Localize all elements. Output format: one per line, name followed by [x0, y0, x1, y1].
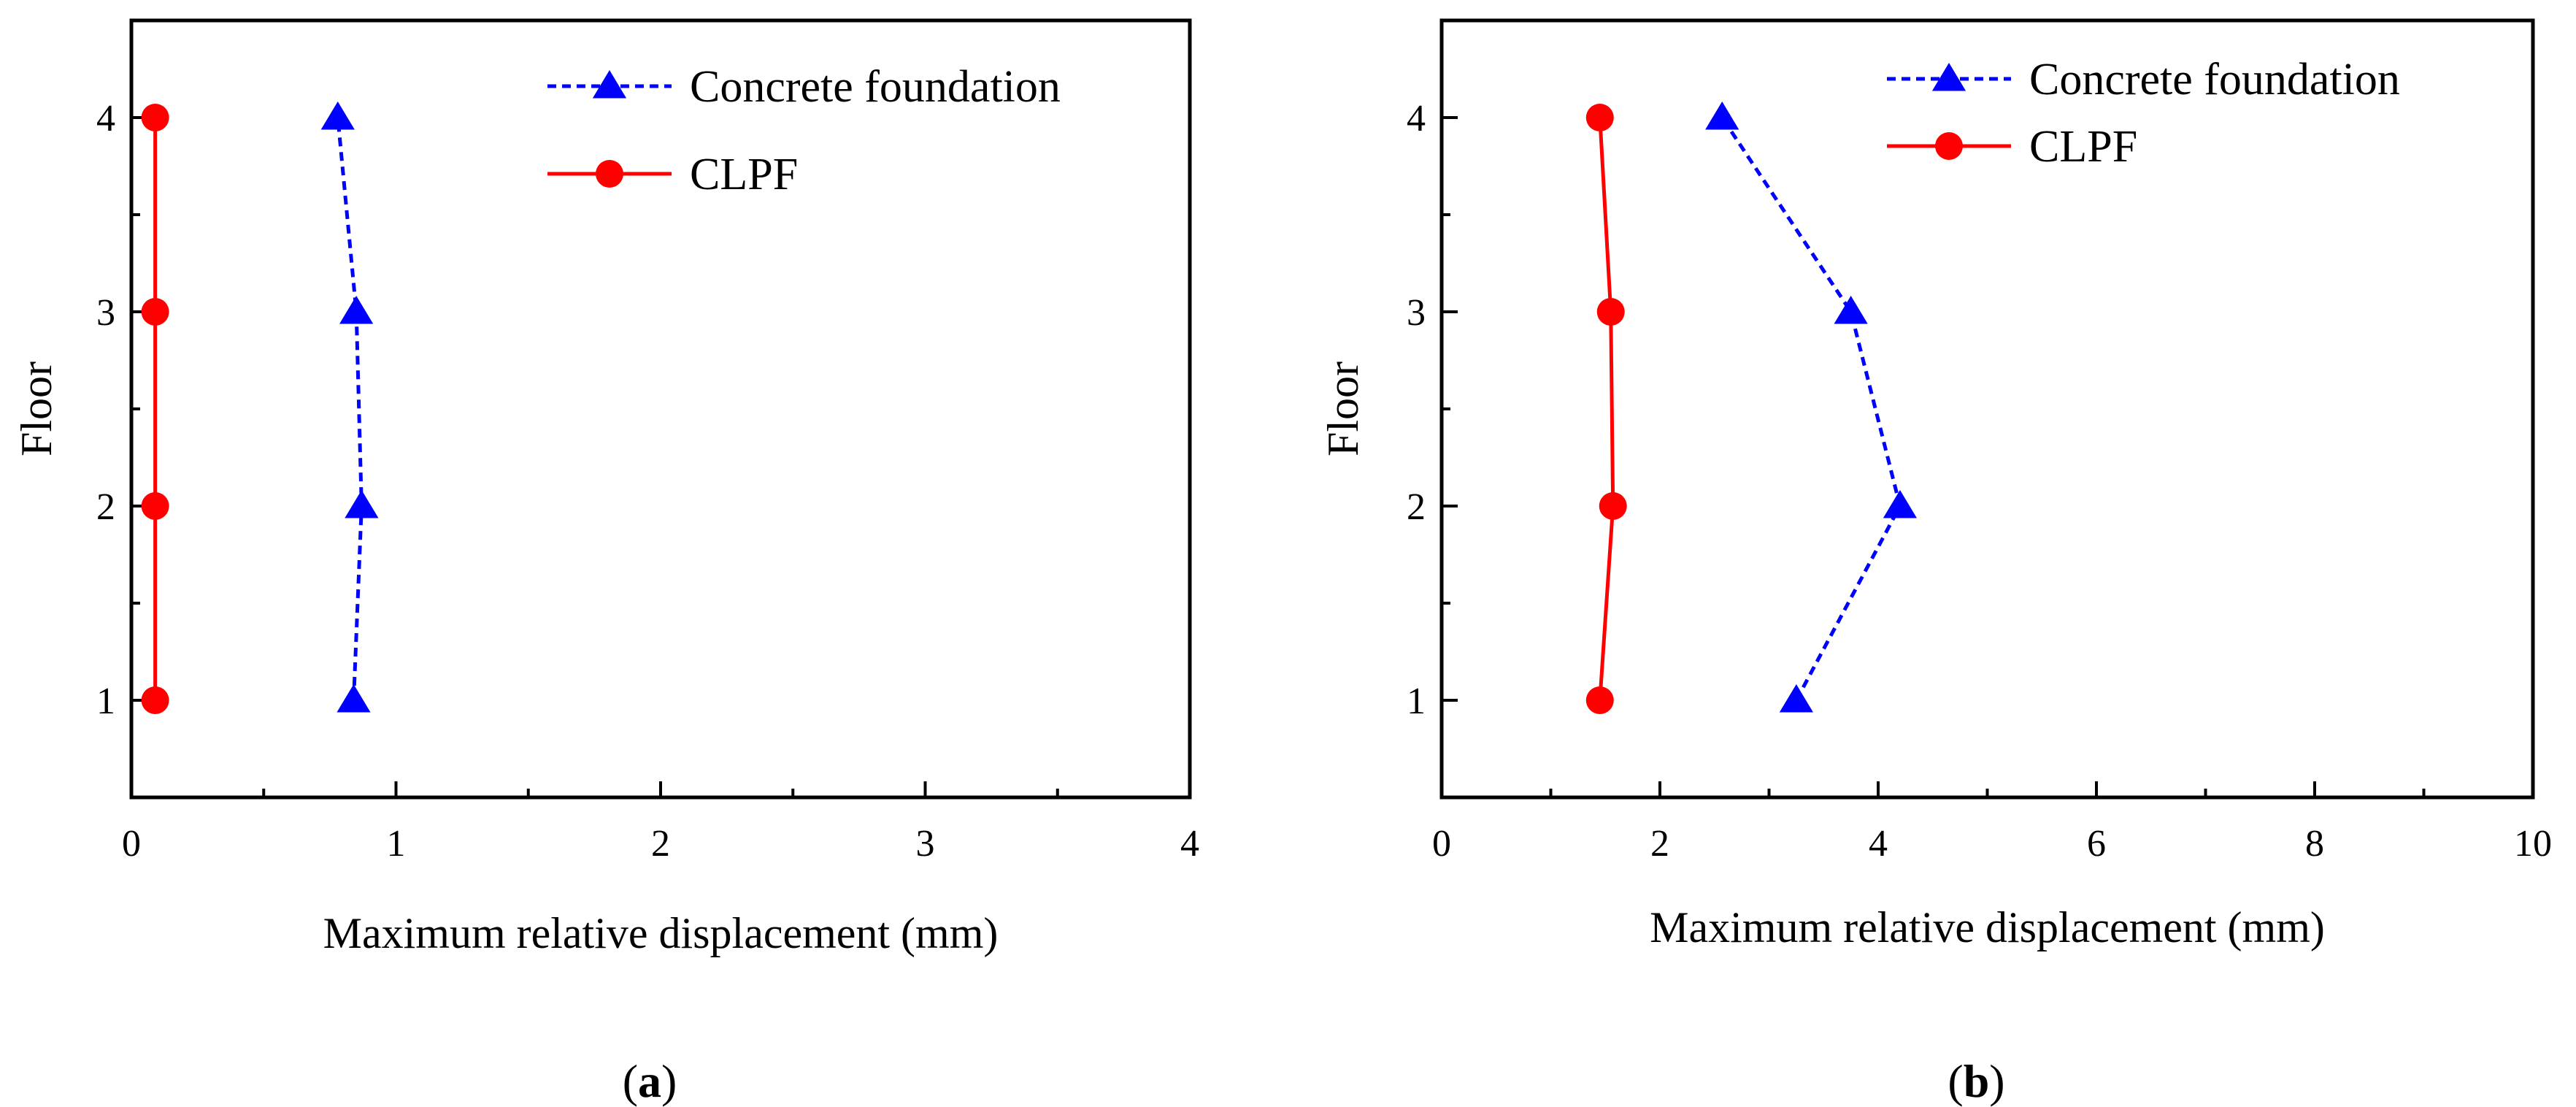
x-tick-label: 4 [1869, 823, 1888, 865]
x-tick-label: 0 [1432, 823, 1451, 865]
legend: Concrete foundation CLPF [547, 62, 1061, 199]
data-point-circle [141, 492, 169, 520]
y-tick-label: 4 [1407, 98, 1426, 139]
data-point-triangle [345, 490, 379, 518]
data-point-circle [1599, 492, 1627, 520]
x-tick-label: 2 [651, 823, 670, 865]
legend-label: CLPF [690, 150, 798, 199]
x-tick-label: 4 [1180, 823, 1199, 865]
panel-label-letter: b [1964, 1055, 1990, 1107]
x-tick-label: 3 [916, 823, 935, 865]
y-tick-label: 1 [1407, 681, 1426, 722]
data-point-triangle [339, 296, 374, 324]
data-point-circle [141, 104, 169, 131]
y-tick-label: 3 [96, 292, 115, 334]
panel-label: (b) [1948, 1055, 2004, 1107]
y-axis-title: Floor [12, 361, 61, 456]
x-axis-title: Maximum relative displacement (mm) [1650, 903, 2325, 951]
panel-label-close-paren: ) [1989, 1055, 2004, 1107]
data-point-circle [141, 686, 169, 714]
legend-label: Concrete foundation [2029, 55, 2400, 104]
panel-label: (a) [623, 1055, 677, 1107]
data-point-triangle [1705, 101, 1739, 130]
data-point-triangle [1834, 296, 1868, 324]
y-tick-label: 4 [96, 98, 115, 139]
legend-marker-triangle [592, 70, 627, 99]
series-line-0 [1720, 116, 1902, 702]
plot-frame [129, 18, 1192, 800]
legend-label: Concrete foundation [690, 62, 1061, 112]
panel-label-open-paren: ( [1948, 1055, 1963, 1107]
data-point-triangle [320, 101, 355, 130]
data-point-circle [1585, 104, 1614, 131]
y-axis-title: Floor [1319, 361, 1367, 456]
data-point-circle [141, 298, 169, 326]
series-line-1 [1598, 117, 1615, 701]
x-tick-label: 0 [122, 823, 141, 865]
y-tick-label: 2 [1407, 486, 1426, 528]
data-point-triangle [1883, 490, 1917, 518]
x-axis-title: Maximum relative displacement (mm) [323, 909, 999, 957]
series-line-0 [336, 117, 364, 701]
x-tick-label: 6 [2087, 823, 2106, 865]
plot-frame [1439, 18, 2535, 800]
panel-label-open-paren: ( [623, 1055, 638, 1107]
x-tick-label: 8 [2305, 823, 2324, 865]
data-point-circle [1596, 298, 1625, 326]
y-tick-label: 1 [96, 681, 115, 722]
y-tick-label: 3 [1407, 292, 1426, 334]
legend: Concrete foundation CLPF [1887, 55, 2400, 172]
data-point-circle [1585, 686, 1614, 714]
y-tick-label: 2 [96, 486, 115, 528]
x-tick-label: 2 [1650, 823, 1669, 865]
legend-marker-circle [1935, 132, 1963, 160]
legend-marker-circle [596, 160, 623, 188]
x-tick-label: 1 [387, 823, 406, 865]
panel-label-letter: a [638, 1055, 661, 1107]
data-point-triangle [337, 684, 371, 713]
panel-label-close-paren: ) [661, 1055, 677, 1107]
legend-marker-triangle [1931, 63, 1966, 91]
x-tick-label: 10 [2514, 823, 2552, 865]
chart-panel-a: 0 1 2 3 4 1 2 3 4 Maximum relative displacement (… [12, 18, 1199, 1107]
legend-label: CLPF [2029, 122, 2137, 172]
data-point-triangle [1779, 684, 1813, 713]
